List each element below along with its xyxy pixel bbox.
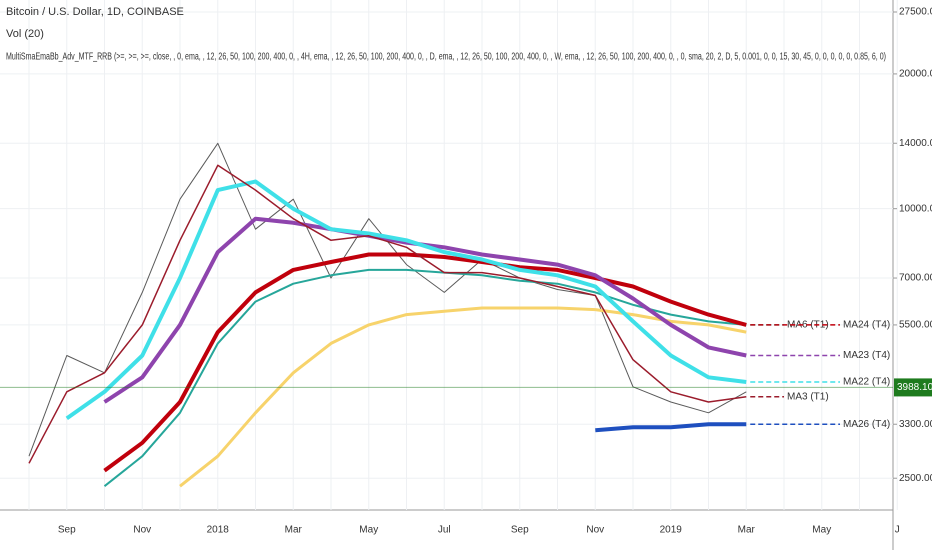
y-tick-label: 20000.00 [899, 69, 932, 80]
series-line [103, 268, 747, 487]
x-tick-label: 2019 [660, 525, 683, 536]
series-line [103, 252, 747, 473]
y-tick-label: 10000.00 [899, 203, 932, 214]
chart-title: Bitcoin / U.S. Dollar, 1D, COINBASE [6, 6, 184, 18]
x-tick-label: J [895, 525, 900, 536]
volume-label: Vol (20) [6, 28, 44, 40]
legend-label: MA26 (T4) [843, 419, 890, 430]
x-tick-label: May [359, 525, 378, 536]
legend-label: MA22 (T4) [843, 377, 890, 388]
last-price-box [894, 378, 932, 397]
series-line [28, 164, 747, 464]
x-tick-label: Sep [511, 525, 529, 536]
x-tick-label: Nov [586, 525, 604, 536]
legend-label: MA3 (T1) [787, 391, 829, 402]
legend-label: MA23 (T4) [843, 350, 890, 361]
y-tick-label: 27500.00 [899, 7, 932, 18]
y-tick-label: 3300.00 [899, 419, 932, 430]
y-tick-label: 2500.00 [899, 473, 932, 484]
x-tick-label: May [812, 525, 831, 536]
y-tick-label: 5500.00 [899, 320, 932, 331]
x-tick-label: Sep [58, 525, 76, 536]
series-line [595, 422, 747, 433]
last-price-label: 3988.10 [897, 382, 932, 393]
series-line [179, 306, 747, 488]
series-line [65, 179, 747, 421]
x-tick-label: Mar [738, 525, 756, 536]
x-tick-label: Mar [285, 525, 303, 536]
y-tick-label: 7000.00 [899, 273, 932, 284]
x-tick-label: 2018 [207, 525, 230, 536]
indicator-label: MultiSmaEmaBb_Adv_MTF_RRB (>=, >=, >=, c… [6, 52, 886, 63]
legend-label: MA24 (T4) [843, 320, 890, 331]
y-tick-label: 14000.00 [899, 138, 932, 149]
x-tick-label: Jul [438, 525, 451, 536]
x-tick-label: Nov [133, 525, 151, 536]
